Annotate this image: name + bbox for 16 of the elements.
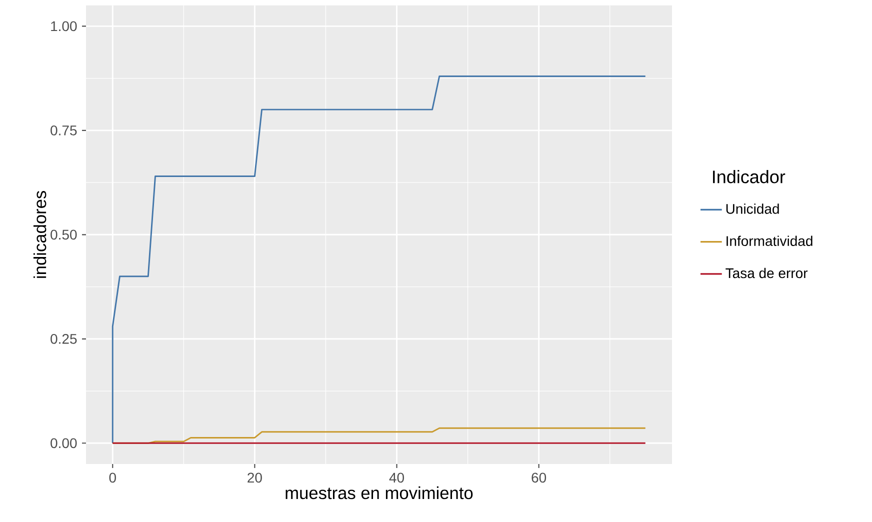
y-tick-label: 0.25 xyxy=(50,334,77,344)
legend-label: Tasa de error xyxy=(726,268,808,278)
x-tick-label: 20 xyxy=(248,472,262,483)
x-axis-title: muestras en movimiento xyxy=(286,486,473,500)
x-tick-label: 40 xyxy=(389,472,404,483)
x-tick-label: 60 xyxy=(532,472,546,483)
x-tick-label: 0 xyxy=(109,472,116,483)
legend-title: Indicador xyxy=(713,170,786,184)
y-axis-title: indicadores xyxy=(33,190,46,278)
legend-label: Unicidad xyxy=(726,204,779,214)
y-tick-label: 0.50 xyxy=(50,230,77,240)
y-tick-label: 0.75 xyxy=(50,125,77,136)
line-series xyxy=(112,75,646,444)
legend-label: Informatividad xyxy=(726,236,812,246)
y-tick-label: 1.00 xyxy=(51,21,77,32)
y-tick-label: 0.00 xyxy=(50,438,77,448)
